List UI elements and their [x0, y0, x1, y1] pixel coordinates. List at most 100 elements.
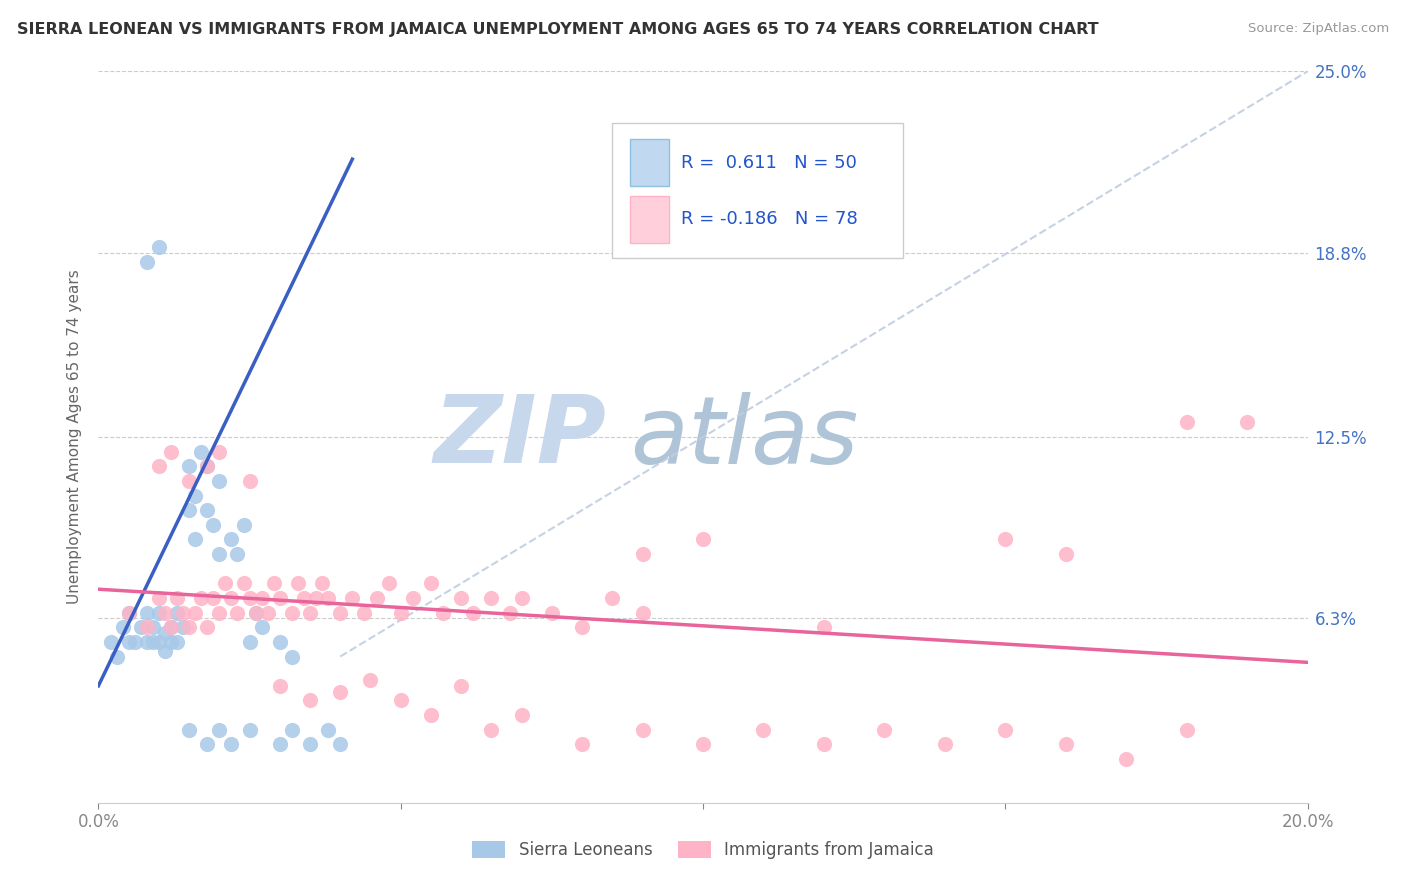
Point	[245, 606, 267, 620]
Y-axis label: Unemployment Among Ages 65 to 74 years: Unemployment Among Ages 65 to 74 years	[67, 269, 83, 605]
Point	[1236, 416, 1258, 430]
Text: R =  0.611   N = 50: R = 0.611 N = 50	[682, 153, 858, 172]
Point	[166, 606, 188, 620]
Point	[239, 723, 262, 737]
Point	[498, 606, 520, 620]
Point	[631, 723, 654, 737]
Point	[153, 626, 176, 640]
Point	[208, 474, 231, 488]
Point	[195, 459, 218, 474]
Point	[226, 547, 249, 561]
FancyBboxPatch shape	[630, 139, 669, 186]
Point	[329, 737, 352, 751]
Point	[256, 606, 278, 620]
Point	[111, 620, 134, 634]
Point	[342, 591, 364, 605]
FancyBboxPatch shape	[630, 195, 669, 243]
Point	[148, 240, 170, 254]
Point	[239, 591, 262, 605]
Point	[100, 635, 122, 649]
Point	[813, 620, 835, 634]
Point	[250, 620, 273, 634]
Point	[208, 547, 231, 561]
Point	[571, 620, 593, 634]
Point	[202, 591, 225, 605]
Point	[148, 459, 170, 474]
Point	[360, 673, 382, 687]
Point	[118, 606, 141, 620]
Point	[432, 606, 454, 620]
Point	[481, 591, 503, 605]
Point	[221, 591, 243, 605]
Point	[510, 708, 533, 723]
Point	[299, 737, 322, 751]
Point	[153, 606, 176, 620]
Point	[245, 606, 267, 620]
Point	[208, 606, 231, 620]
Point	[571, 737, 593, 751]
Text: Source: ZipAtlas.com: Source: ZipAtlas.com	[1249, 22, 1389, 36]
Point	[195, 737, 218, 751]
Point	[316, 723, 339, 737]
Point	[250, 591, 273, 605]
Point	[316, 591, 339, 605]
Point	[463, 606, 485, 620]
Point	[292, 591, 315, 605]
Point	[179, 723, 201, 737]
Point	[402, 591, 425, 605]
Legend: Sierra Leoneans, Immigrants from Jamaica: Sierra Leoneans, Immigrants from Jamaica	[464, 833, 942, 868]
Point	[631, 547, 654, 561]
Point	[190, 591, 212, 605]
Point	[481, 723, 503, 737]
Point	[148, 591, 170, 605]
Text: R = -0.186   N = 78: R = -0.186 N = 78	[682, 211, 858, 228]
Point	[269, 635, 291, 649]
Text: ZIP: ZIP	[433, 391, 606, 483]
Point	[389, 693, 412, 707]
Point	[420, 708, 443, 723]
Point	[510, 591, 533, 605]
Point	[329, 606, 352, 620]
Point	[148, 606, 170, 620]
Point	[153, 643, 176, 657]
Point	[160, 444, 183, 458]
Point	[118, 635, 141, 649]
Point	[1175, 723, 1198, 737]
Point	[934, 737, 956, 751]
Point	[172, 606, 194, 620]
Point	[195, 459, 218, 474]
Point	[353, 606, 375, 620]
Point	[299, 606, 322, 620]
Point	[873, 723, 896, 737]
Point	[179, 459, 201, 474]
Point	[221, 737, 243, 751]
Point	[263, 576, 285, 591]
Point	[269, 591, 291, 605]
Point	[281, 606, 304, 620]
Point	[281, 723, 304, 737]
Point	[179, 620, 201, 634]
Point	[239, 474, 262, 488]
Point	[226, 606, 249, 620]
Point	[135, 620, 157, 634]
Point	[752, 723, 775, 737]
Text: SIERRA LEONEAN VS IMMIGRANTS FROM JAMAICA UNEMPLOYMENT AMONG AGES 65 TO 74 YEARS: SIERRA LEONEAN VS IMMIGRANTS FROM JAMAIC…	[17, 22, 1098, 37]
Point	[166, 591, 188, 605]
Point	[160, 620, 183, 634]
Point	[813, 737, 835, 751]
Point	[305, 591, 328, 605]
Point	[287, 576, 309, 591]
FancyBboxPatch shape	[613, 122, 903, 258]
Point	[208, 723, 231, 737]
Point	[184, 606, 207, 620]
Point	[160, 620, 183, 634]
Point	[135, 254, 157, 268]
Point	[366, 591, 388, 605]
Point	[142, 620, 165, 634]
Point	[202, 517, 225, 532]
Point	[450, 679, 472, 693]
Point	[142, 635, 165, 649]
Point	[299, 693, 322, 707]
Point	[179, 503, 201, 517]
Point	[1054, 547, 1077, 561]
